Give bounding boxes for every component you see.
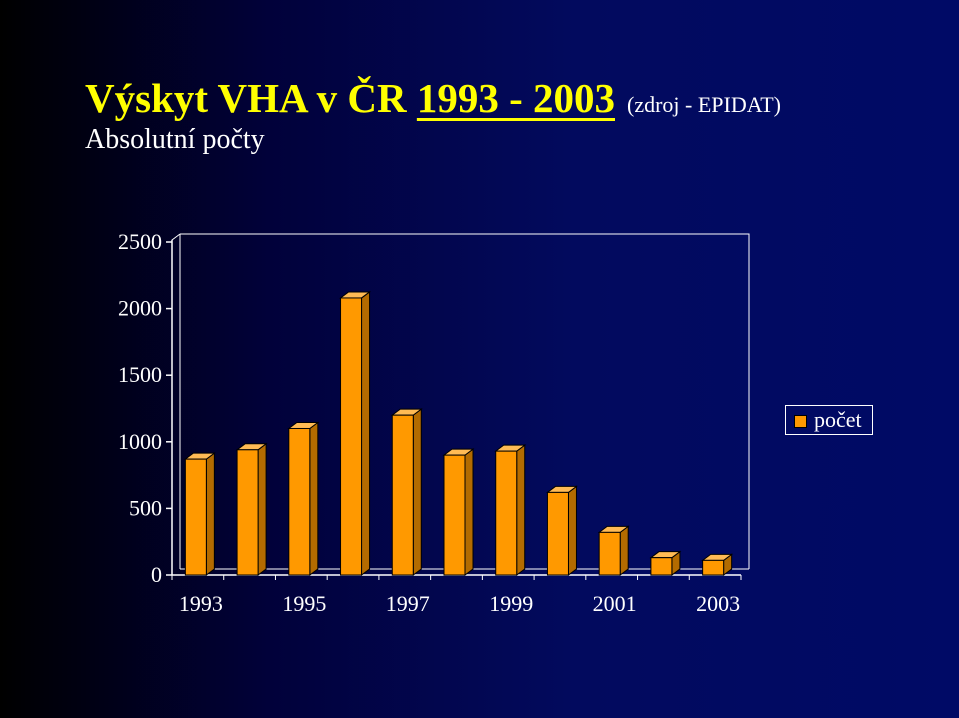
chart-left-wall — [171, 233, 181, 575]
bar — [495, 450, 518, 576]
bar — [443, 454, 466, 576]
bar-side — [257, 442, 267, 576]
title-years: 1993 - 2003 — [416, 75, 615, 121]
y-tick-label: 2000 — [118, 296, 162, 321]
y-tick-label: 1500 — [118, 362, 162, 387]
bar-side — [361, 290, 371, 576]
bar-side — [464, 448, 474, 576]
x-tick-label: 1993 — [179, 591, 223, 616]
bar-side — [412, 408, 422, 576]
legend-swatch — [794, 415, 807, 428]
slide-title: Výskyt VHA v ČR 1993 - 2003 (zdroj - EPID… — [85, 74, 781, 122]
x-tick-label: 2001 — [593, 591, 637, 616]
bar — [288, 427, 311, 576]
x-tick-label: 1995 — [282, 591, 326, 616]
bar — [340, 297, 363, 576]
x-tick-label: 1997 — [386, 591, 430, 616]
y-tick-label: 1000 — [118, 429, 162, 454]
bar-side — [567, 485, 577, 576]
y-tick-label: 2500 — [118, 229, 162, 254]
bar — [598, 531, 621, 576]
bar — [546, 491, 569, 576]
bar — [184, 458, 207, 576]
chart-back-wall — [180, 233, 750, 569]
x-tick-label: 1999 — [489, 591, 533, 616]
title-source: (zdroj - EPIDAT) — [627, 92, 781, 117]
bar-side — [516, 444, 526, 576]
legend-label: počet — [814, 407, 862, 432]
bar-side — [619, 525, 629, 576]
bar — [650, 557, 673, 576]
bar — [391, 414, 414, 576]
legend: počet — [785, 405, 873, 435]
bar-side — [309, 421, 319, 576]
bar-side — [205, 452, 215, 576]
bar — [702, 559, 725, 576]
slide-subtitle: Absolutní počty — [85, 124, 265, 155]
title-main: Výskyt VHA v ČR 1993 - 2003 — [85, 75, 615, 121]
y-tick-label: 0 — [151, 562, 162, 587]
bar — [236, 449, 259, 576]
x-tick-label: 2003 — [696, 591, 740, 616]
y-tick-label: 500 — [129, 495, 162, 520]
